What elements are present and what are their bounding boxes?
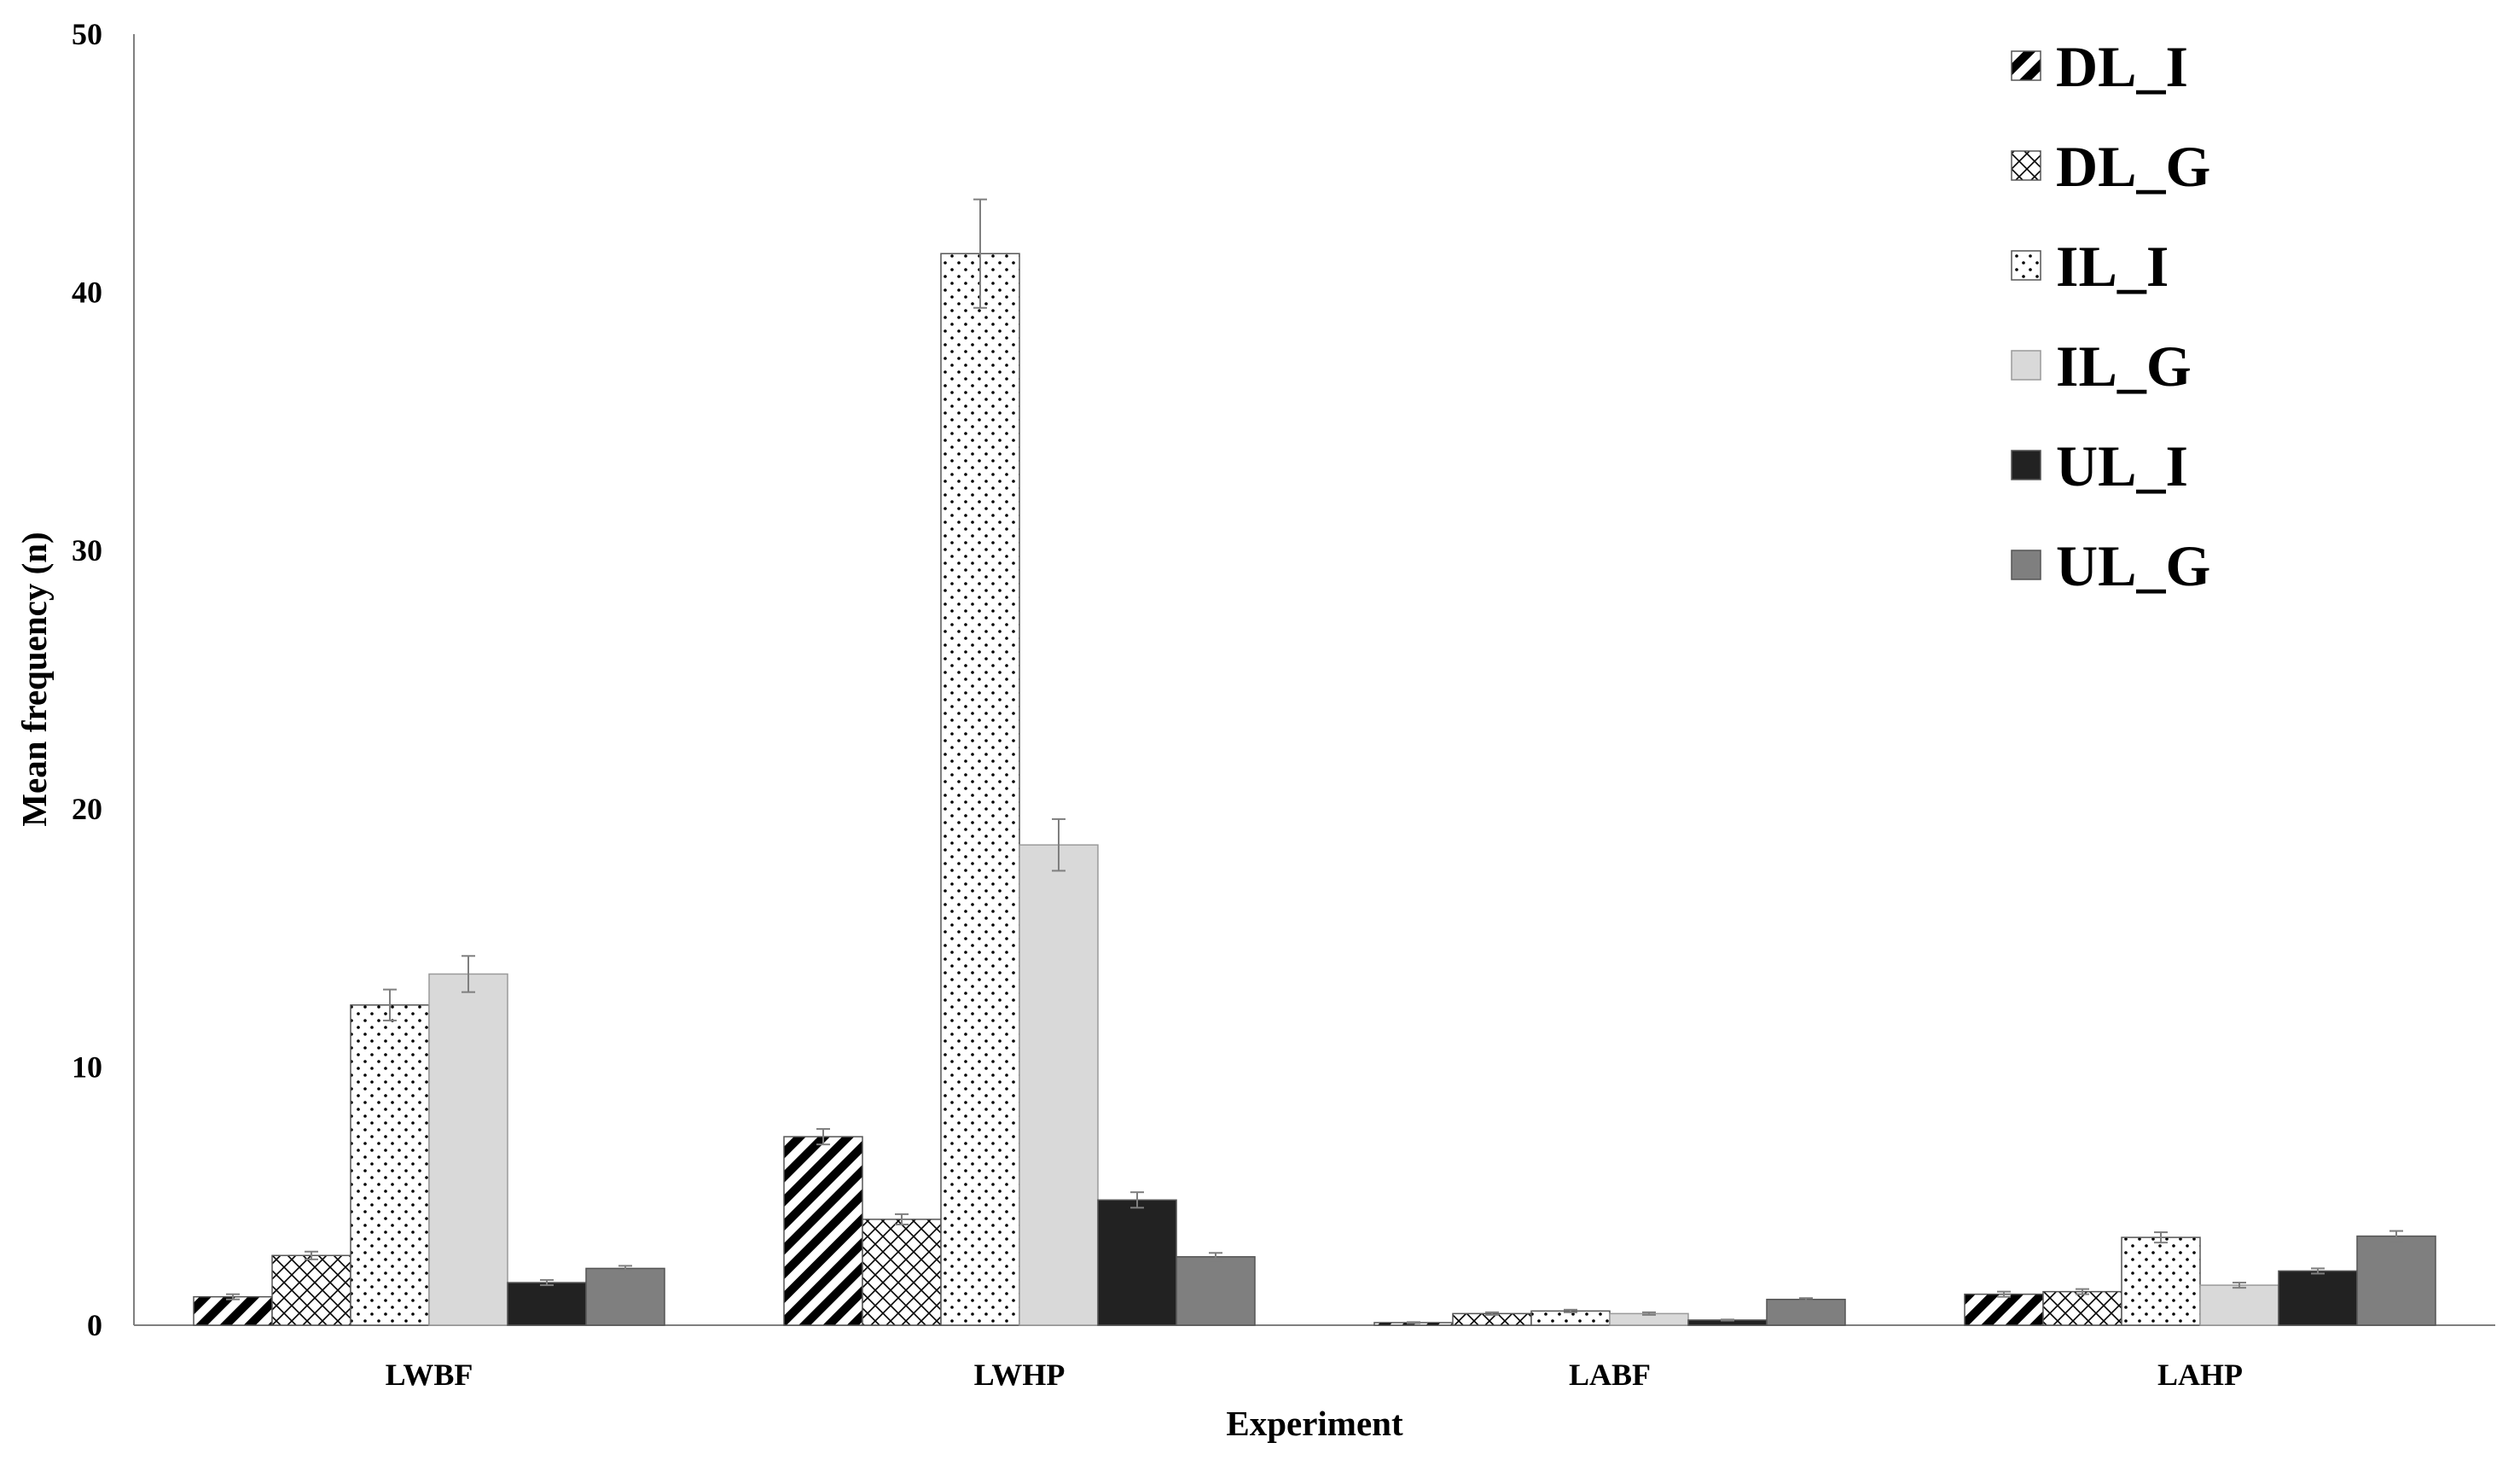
y-tick-label-10: 10 [72, 1050, 102, 1084]
legend-swatch-dl-i [2011, 50, 2041, 81]
bar-dl-i-lahp [1964, 1293, 2044, 1326]
bar-il-g-lahp [2199, 1284, 2279, 1326]
legend-label-il-g: IL_G [2056, 334, 2192, 398]
legend-label-dl-g: DL_G [2056, 134, 2210, 199]
error-bar-ul-g-lwbf [618, 1265, 632, 1272]
legend: DL_I DL_G IL_I IL_G UL_I UL_G [2011, 34, 2210, 598]
legend-swatch-dl-g [2011, 150, 2041, 181]
error-bar-ul-i-lwhp [1130, 1191, 1144, 1209]
bar-ul-g-lwhp [1176, 1256, 1256, 1326]
legend-label-il-i: IL_I [2056, 234, 2169, 299]
bar-ul-i-lwbf [507, 1282, 587, 1326]
legend-swatch-il-i [2011, 250, 2041, 281]
x-tick-label-labf: LABF [1569, 1358, 1651, 1392]
error-bar-il-g-labf [1642, 1311, 1656, 1316]
legend-item-il-i: IL_I [2011, 234, 2169, 299]
y-axis-title: Mean frequency (n) [15, 532, 54, 826]
legend-item-ul-g: UL_G [2011, 533, 2210, 598]
error-bar-ul-i-lahp [2311, 1267, 2325, 1275]
bar-il-g-lwhp [1019, 844, 1099, 1326]
bar-ul-g-lahp [2356, 1235, 2436, 1326]
error-bar-dl-i-lwbf [226, 1293, 240, 1300]
error-bar-ul-i-lwbf [540, 1279, 554, 1287]
y-tick-label-40: 40 [72, 276, 102, 310]
y-tick-label-0: 0 [87, 1308, 102, 1342]
y-tick-label-20: 20 [72, 792, 102, 826]
legend-label-ul-i: UL_I [2056, 433, 2188, 498]
legend-item-il-g: IL_G [2011, 334, 2192, 398]
bar-dl-i-lwbf [193, 1295, 273, 1326]
bar-ul-i-lahp [2278, 1270, 2358, 1326]
bar-ul-i-lwhp [1097, 1199, 1177, 1326]
error-bar-dl-i-labf [1407, 1321, 1420, 1324]
x-tick-label-lahp: LAHP [2157, 1358, 2243, 1392]
error-bars [226, 198, 2403, 1324]
error-bar-il-i-lahp [2154, 1231, 2168, 1244]
error-bar-il-i-labf [1564, 1308, 1577, 1313]
bar-il-i-lwbf [350, 1004, 430, 1326]
error-bar-dl-g-lwhp [895, 1213, 909, 1225]
error-bar-ul-i-labf [1721, 1318, 1734, 1322]
legend-swatch-ul-i [2011, 450, 2041, 480]
error-bar-dl-i-lwhp [816, 1128, 830, 1146]
error-bar-il-i-lwhp [973, 198, 987, 309]
bars [193, 253, 2436, 1326]
bar-il-g-lwbf [428, 973, 508, 1326]
bar-dl-i-lwhp [783, 1136, 863, 1326]
error-bar-il-g-lwhp [1052, 817, 1065, 872]
bar-dl-g-lahp [2042, 1290, 2122, 1326]
y-tick-label-50: 50 [72, 17, 102, 51]
x-tick-labels: LWBF LWHP LABF LAHP [386, 1358, 2243, 1392]
bar-dl-g-lwbf [271, 1254, 351, 1326]
y-tick-labels: 0 10 20 30 40 50 [72, 17, 102, 1342]
error-bar-dl-g-lahp [2076, 1288, 2089, 1295]
legend-item-dl-i: DL_I [2011, 34, 2188, 99]
legend-item-dl-g: DL_G [2011, 134, 2210, 199]
legend-label-dl-i: DL_I [2056, 34, 2188, 99]
error-bar-dl-g-lwbf [305, 1250, 318, 1260]
error-bar-ul-g-lahp [2389, 1230, 2403, 1242]
error-bar-dl-i-lahp [1997, 1290, 2011, 1298]
error-bar-ul-g-labf [1799, 1297, 1813, 1302]
legend-item-ul-i: UL_I [2011, 433, 2188, 498]
error-bar-il-g-lahp [2233, 1282, 2246, 1289]
legend-swatch-ul-g [2011, 550, 2041, 580]
error-bar-il-i-lwbf [383, 988, 397, 1021]
bar-dl-g-lwhp [862, 1219, 942, 1326]
bar-ul-g-lwbf [585, 1267, 665, 1326]
x-tick-label-lwbf: LWBF [386, 1358, 473, 1392]
x-axis-title: Experiment [1226, 1404, 1403, 1443]
error-bar-ul-g-lwhp [1209, 1252, 1222, 1262]
bar-ul-g-labf [1766, 1298, 1846, 1326]
error-bar-dl-g-labf [1485, 1311, 1499, 1316]
legend-swatch-il-g [2011, 350, 2041, 381]
bar-il-i-lwhp [940, 253, 1020, 1326]
bar-il-i-lahp [2121, 1236, 2201, 1326]
legend-label-ul-g: UL_G [2056, 533, 2210, 598]
y-tick-label-30: 30 [72, 533, 102, 567]
error-bar-il-g-lwbf [462, 955, 475, 993]
x-tick-label-lwhp: LWHP [974, 1358, 1065, 1392]
